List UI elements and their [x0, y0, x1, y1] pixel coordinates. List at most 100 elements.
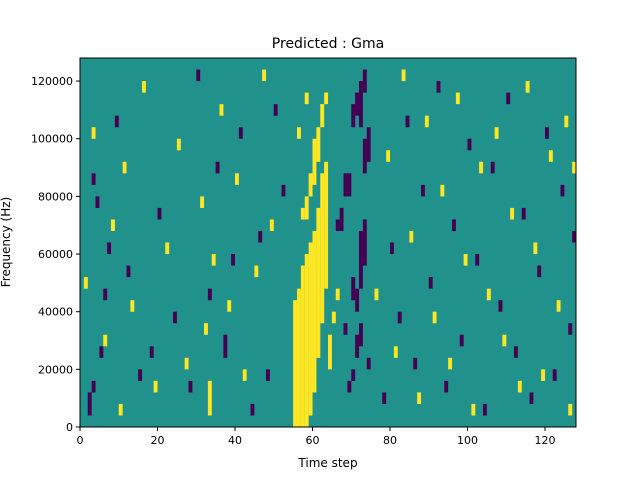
heatmap-cell — [91, 127, 96, 139]
heatmap-cell — [359, 323, 363, 347]
heatmap-cell — [324, 161, 329, 289]
heatmap-cell — [374, 288, 379, 301]
heatmap-cell — [572, 161, 577, 174]
heatmap-cell — [223, 334, 228, 358]
heatmap-cell — [521, 207, 526, 220]
heatmap-cell — [440, 184, 445, 197]
y-tick-label: 20000 — [38, 363, 73, 376]
y-tick-label: 100000 — [31, 133, 73, 146]
heatmap-cell — [506, 92, 511, 105]
heatmap-cell — [184, 357, 189, 370]
heatmap-cell — [335, 288, 340, 301]
heatmap-cell — [304, 254, 309, 428]
heatmap-cell — [324, 92, 329, 105]
heatmap-cell — [347, 173, 352, 197]
heatmap-cell — [568, 403, 573, 416]
x-tick-label: 120 — [535, 434, 556, 447]
heatmap-cell — [428, 277, 433, 289]
heatmap-cell — [316, 127, 321, 162]
heatmap-cell — [401, 69, 406, 82]
heatmap-cell — [490, 161, 495, 174]
heatmap-cell — [83, 277, 88, 289]
heatmap-cell — [149, 346, 154, 358]
x-tick-label: 80 — [383, 434, 397, 447]
heatmap-cell — [448, 357, 453, 370]
heatmap-cell — [196, 69, 201, 82]
x-tick-label: 100 — [457, 434, 478, 447]
heatmap-cell — [362, 219, 367, 266]
heatmap-cell — [328, 334, 332, 370]
heatmap-cell — [421, 184, 425, 197]
heatmap-cell — [548, 150, 553, 162]
heatmap-cell — [541, 369, 546, 381]
heatmap-cell — [269, 219, 274, 232]
heatmap-cell — [304, 92, 309, 105]
heatmap-cell — [297, 288, 301, 428]
heatmap-cell — [176, 138, 181, 151]
heatmap-cell — [308, 173, 313, 197]
heatmap-cell — [572, 230, 577, 243]
heatmap-cell — [552, 369, 557, 381]
heatmap-cell — [273, 104, 278, 116]
heatmap-cell — [304, 196, 309, 220]
heatmap-cell — [91, 173, 96, 185]
heatmap-cell — [215, 161, 220, 174]
heatmap-cell — [355, 92, 360, 116]
heatmap-cell — [486, 288, 491, 301]
x-tick-label: 40 — [228, 434, 242, 447]
heatmap-cell — [153, 380, 158, 393]
heatmap-cell — [335, 219, 340, 232]
heatmap-cell — [475, 254, 480, 266]
heatmap-cell — [122, 161, 127, 174]
heatmap-cell — [494, 127, 499, 139]
heatmap-cell — [91, 380, 96, 393]
heatmap-cell — [409, 230, 414, 243]
heatmap-cell — [382, 392, 387, 404]
heatmap-cell — [142, 81, 146, 93]
heatmap-cell — [502, 334, 507, 347]
heatmap-cell — [556, 300, 561, 312]
heatmap-cell — [525, 81, 530, 93]
heatmap-cell — [568, 323, 573, 335]
heatmap-cell — [99, 346, 104, 358]
heatmap-cell — [173, 311, 177, 324]
heatmap-cell — [529, 392, 534, 404]
heatmap-cell — [300, 265, 305, 428]
x-axis-label: Time step — [297, 456, 357, 470]
heatmap-cell — [498, 300, 503, 312]
heatmap-cell — [397, 311, 402, 324]
heatmap-cell — [366, 127, 371, 162]
heatmap-cell — [266, 369, 270, 381]
heatmap-cell — [359, 81, 363, 128]
heatmap-cell — [347, 380, 352, 393]
heatmap-cell — [207, 288, 212, 301]
heatmap-cell — [463, 254, 468, 266]
heatmap-cell — [207, 380, 212, 416]
heatmap-cell — [413, 357, 418, 370]
heatmap-cell — [258, 230, 263, 243]
heatmap-cell — [417, 392, 422, 404]
heatmap-cell — [560, 184, 565, 197]
heatmap-cell — [362, 69, 367, 93]
heatmap-cell — [254, 265, 259, 278]
y-tick-label: 80000 — [38, 190, 73, 203]
heatmap-cell — [510, 207, 515, 220]
y-tick-label: 40000 — [38, 306, 73, 319]
heatmap-cell — [107, 242, 112, 255]
heatmap-cell — [87, 392, 92, 416]
heatmap-cell — [300, 207, 305, 220]
heatmap-cell — [227, 300, 232, 312]
heatmap-cell — [138, 369, 143, 381]
heatmap-cell — [188, 380, 193, 393]
heatmap-cell — [452, 219, 456, 232]
heatmap-cell — [262, 69, 267, 82]
heatmap-cell — [343, 323, 348, 335]
heatmap-cell — [103, 288, 108, 301]
heatmap-cell — [343, 173, 348, 197]
heatmap-cell — [386, 150, 391, 162]
plot-frame — [79, 57, 577, 428]
heatmap-cell — [355, 334, 360, 358]
heatmap-cell — [200, 196, 205, 208]
y-axis: 0 20000 40000 60000 80000 100000 120000 — [31, 75, 80, 434]
